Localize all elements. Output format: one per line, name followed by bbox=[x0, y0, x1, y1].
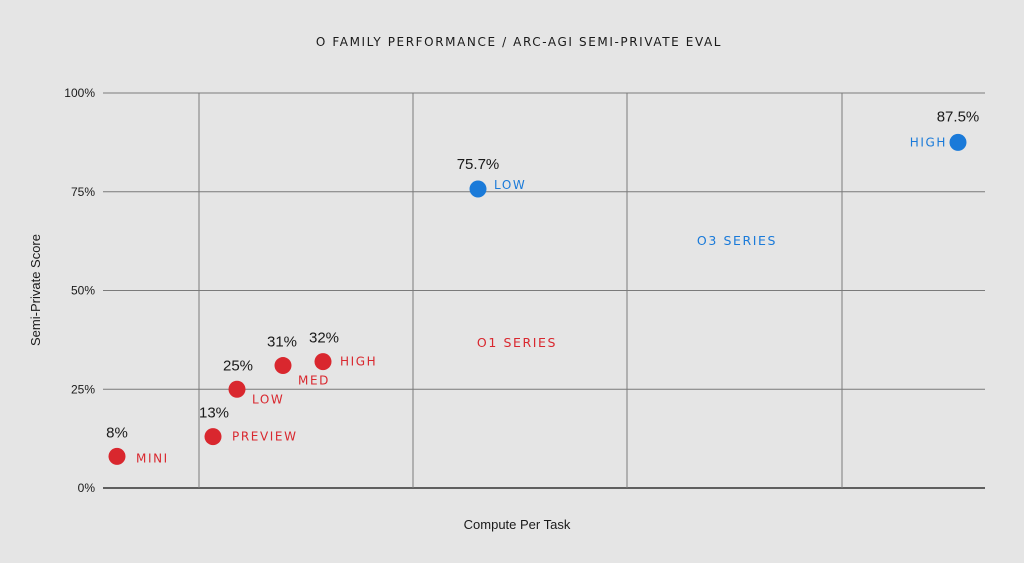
data-point bbox=[228, 380, 246, 398]
y-tick-label: 0% bbox=[78, 481, 96, 495]
y-axis-ticks: 0% 25% 50% 75% 100% bbox=[64, 86, 95, 495]
point-name-label: HIGH bbox=[340, 355, 377, 369]
point-name-label: MINI bbox=[136, 451, 169, 465]
data-point bbox=[949, 133, 967, 151]
data-point bbox=[314, 353, 332, 371]
y-tick-label: 50% bbox=[71, 284, 95, 298]
data-labels: 8%MINI13%PREVIEW25%LOW31%MED32%HIGH75.7%… bbox=[106, 108, 979, 465]
data-value-label: 75.7% bbox=[457, 156, 500, 173]
o3-series-label: O3 SERIES bbox=[697, 233, 777, 248]
point-name-label: LOW bbox=[494, 178, 526, 192]
data-value-label: 25% bbox=[223, 357, 253, 374]
point-name-label: PREVIEW bbox=[232, 430, 298, 444]
grid bbox=[103, 92, 985, 489]
data-points bbox=[108, 133, 967, 465]
data-value-label: 32% bbox=[309, 330, 339, 347]
data-point bbox=[274, 357, 292, 375]
data-point bbox=[469, 180, 487, 198]
data-value-label: 8% bbox=[106, 424, 128, 441]
x-axis-label: Compute Per Task bbox=[464, 517, 571, 532]
data-value-label: 31% bbox=[267, 334, 297, 351]
y-tick-label: 25% bbox=[71, 382, 95, 396]
data-point bbox=[204, 428, 222, 446]
data-value-label: 87.5% bbox=[937, 108, 980, 125]
y-axis-label: Semi-Private Score bbox=[28, 234, 43, 346]
o1-series-label: O1 SERIES bbox=[477, 335, 557, 350]
y-tick-label: 75% bbox=[71, 185, 95, 199]
y-tick-label: 100% bbox=[64, 86, 95, 100]
point-name-label: MED bbox=[298, 374, 330, 388]
data-point bbox=[108, 447, 126, 465]
chart-title: O FAMILY PERFORMANCE / ARC-AGI SEMI-PRIV… bbox=[316, 35, 722, 49]
data-value-label: 13% bbox=[199, 405, 229, 422]
point-name-label: HIGH bbox=[910, 135, 947, 149]
point-name-label: LOW bbox=[252, 392, 284, 406]
